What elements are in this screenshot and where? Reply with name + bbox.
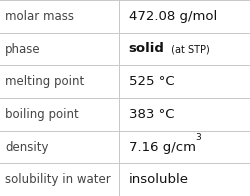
Text: boiling point: boiling point xyxy=(5,108,79,121)
Text: solid: solid xyxy=(129,43,164,55)
Text: density: density xyxy=(5,141,49,153)
Text: 3: 3 xyxy=(196,133,202,142)
Text: 383 °C: 383 °C xyxy=(129,108,174,121)
Text: (at STP): (at STP) xyxy=(168,44,210,54)
Text: solubility in water: solubility in water xyxy=(5,173,111,186)
Text: 525 °C: 525 °C xyxy=(129,75,174,88)
Text: insoluble: insoluble xyxy=(129,173,189,186)
Text: molar mass: molar mass xyxy=(5,10,74,23)
Text: 7.16 g/cm: 7.16 g/cm xyxy=(129,141,196,153)
Text: phase: phase xyxy=(5,43,41,55)
Text: melting point: melting point xyxy=(5,75,84,88)
Text: 472.08 g/mol: 472.08 g/mol xyxy=(129,10,217,23)
